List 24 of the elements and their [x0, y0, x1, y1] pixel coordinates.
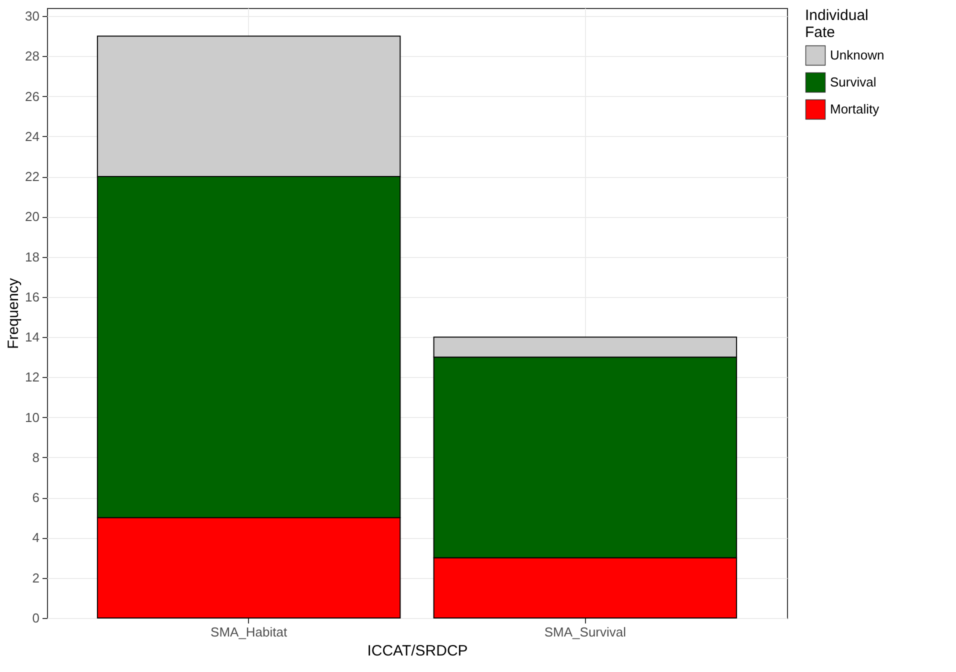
x-tick-label: SMA_Habitat	[210, 624, 288, 640]
y-tick-label: 18	[25, 249, 40, 264]
legend-label: Mortality	[830, 102, 880, 116]
y-tick-label: 10	[25, 410, 40, 425]
y-tick-label: 6	[32, 490, 40, 506]
y-tick-label: 26	[25, 88, 40, 104]
y-tick-label: 0	[32, 610, 40, 626]
y-tick-label: 20	[25, 209, 40, 224]
y-tick-label: 22	[25, 169, 40, 184]
legend-label: Survival	[830, 74, 876, 90]
y-tick-label: 30	[25, 8, 40, 24]
y-tick-label: 14	[25, 330, 40, 345]
y-tick-label: 8	[32, 450, 40, 465]
y-tick-label: 4	[32, 530, 40, 546]
y-axis-title: Frequency	[5, 278, 22, 349]
y-tick-label: 12	[25, 370, 40, 385]
y-tick-label: 16	[25, 289, 40, 304]
x-axis-title: ICCAT/SRDCP	[367, 642, 468, 660]
x-tick-label: SMA_Survival	[544, 624, 626, 640]
y-tick-label: 2	[32, 570, 40, 586]
legend-title: Individual Fate	[805, 7, 868, 41]
legend-label: Unknown	[830, 48, 884, 62]
y-tick-label: 28	[25, 48, 40, 64]
y-tick-label: 24	[25, 128, 40, 144]
